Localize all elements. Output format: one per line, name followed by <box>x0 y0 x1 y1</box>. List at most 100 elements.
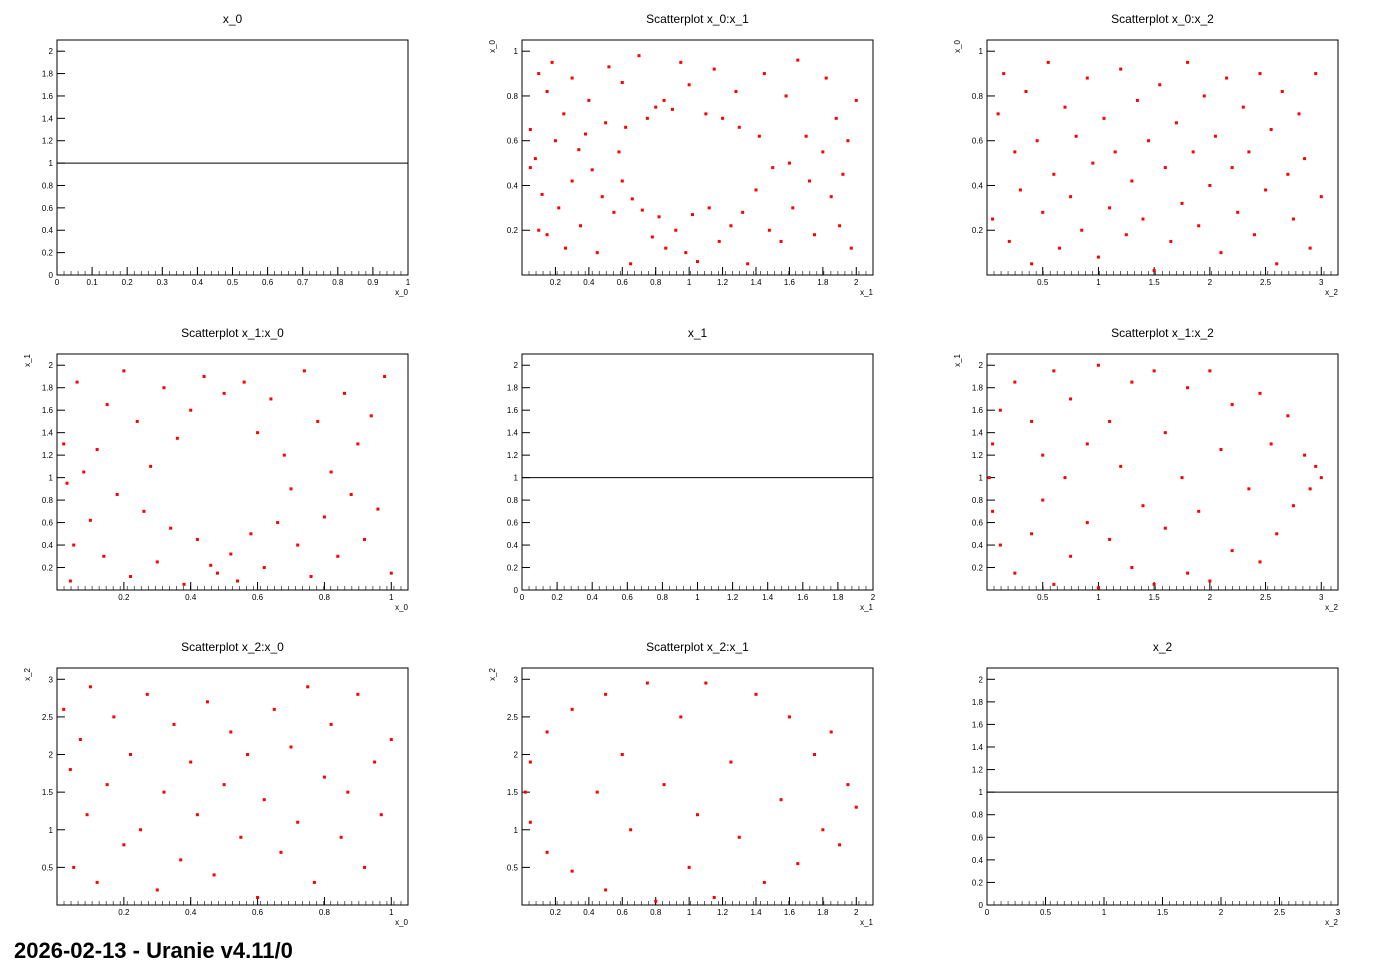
data-point <box>82 470 86 474</box>
x-tick-label: 0.3 <box>157 278 169 287</box>
data-point <box>1180 201 1184 205</box>
data-point <box>1130 380 1134 384</box>
data-point <box>991 509 995 513</box>
data-point <box>65 481 69 485</box>
y-tick-label: 1.4 <box>972 429 984 438</box>
x-tick-label: 2 <box>1219 908 1224 917</box>
data-point <box>1085 76 1089 80</box>
x-tick-label: 1.5 <box>1149 278 1161 287</box>
x-axis-label: x_1 <box>860 603 873 612</box>
data-point <box>662 98 666 102</box>
data-point <box>383 374 387 378</box>
data-point <box>846 139 850 143</box>
data-point <box>1007 239 1011 243</box>
x-axis-label: x_1 <box>860 918 873 927</box>
data-point <box>1069 397 1073 401</box>
data-point <box>1041 453 1045 457</box>
y-tick-label: 1 <box>514 474 519 483</box>
chart-title: Scatterplot x_1:x_2 <box>1111 326 1214 340</box>
data-point <box>804 134 808 138</box>
data-point <box>229 730 233 734</box>
x-tick-label: 1 <box>1102 908 1107 917</box>
data-point <box>1108 206 1112 210</box>
data-point <box>88 518 92 522</box>
data-point <box>838 224 842 228</box>
x-tick-label: 0.6 <box>617 278 629 287</box>
data-point <box>1258 391 1262 395</box>
data-point <box>679 715 683 719</box>
x-tick-label: 1 <box>1096 593 1101 602</box>
x-tick-label: 1.8 <box>817 908 829 917</box>
chart-panel-3: Scatterplot x_0:x_2 0.2 0.4 0.6 0.8 1 0.5 1 1.5 2… <box>953 12 1339 297</box>
data-point <box>195 813 199 817</box>
x-tick-label: 1.5 <box>1157 908 1169 917</box>
data-point <box>1230 166 1234 170</box>
data-point <box>570 179 574 183</box>
x-axis-label: x_2 <box>1325 288 1338 297</box>
x-tick-label: 0.1 <box>87 278 99 287</box>
y-tick-label: 1 <box>49 159 54 168</box>
chart-panel-6: Scatterplot x_1:x_2 0.2 0.4 0.6 0.8 1 1.2 1.4 1.… <box>953 326 1339 612</box>
data-point <box>1141 504 1145 508</box>
data-point <box>1041 498 1045 502</box>
data-point <box>612 210 616 214</box>
data-point <box>1046 60 1050 64</box>
data-point <box>1085 521 1089 525</box>
data-point <box>1152 582 1156 586</box>
y-axis-label: x_0 <box>488 39 497 52</box>
data-point <box>624 125 628 129</box>
data-point <box>787 161 791 165</box>
y-tick-label: 0.8 <box>972 92 984 101</box>
data-point <box>1286 172 1290 176</box>
data-point <box>1308 246 1312 250</box>
data-point <box>95 448 99 452</box>
data-point <box>1280 89 1284 93</box>
y-tick-label: 0.6 <box>507 519 519 528</box>
x-tick-label: 0.2 <box>118 593 130 602</box>
y-tick-label: 1.8 <box>42 70 54 79</box>
x-tick-label: 1.5 <box>1149 593 1161 602</box>
y-tick-label: 1.6 <box>507 406 519 415</box>
data-point <box>1247 487 1251 491</box>
y-tick-label: 1.8 <box>507 384 519 393</box>
data-point <box>62 442 66 446</box>
x-tick-label: 0.4 <box>583 908 595 917</box>
data-point <box>523 790 527 794</box>
data-point <box>679 60 683 64</box>
y-tick-label: 1.2 <box>507 451 519 460</box>
data-point <box>838 843 842 847</box>
chart-panel-4: Scatterplot x_1:x_0 0.2 0.4 0.6 0.8 1 1.2 1.4 1.… <box>23 326 409 612</box>
data-point <box>1286 414 1290 418</box>
y-tick-label: 0.2 <box>507 564 519 573</box>
data-point <box>1241 105 1245 109</box>
y-tick-label: 2 <box>979 675 984 684</box>
data-point <box>1219 448 1223 452</box>
data-point <box>1191 150 1195 154</box>
x-tick-label: 0.8 <box>319 908 331 917</box>
data-point <box>1063 476 1067 480</box>
data-point <box>356 442 360 446</box>
data-point <box>674 228 678 232</box>
data-point <box>1130 179 1134 183</box>
data-point <box>829 195 833 199</box>
data-point <box>379 813 383 817</box>
x-tick-label: 1 <box>406 278 411 287</box>
data-point <box>1152 269 1156 273</box>
data-point <box>687 865 691 869</box>
plot-frame <box>986 353 1339 591</box>
data-point <box>162 386 166 390</box>
y-tick-label: 2.5 <box>507 713 519 722</box>
x-tick-label: 2 <box>1208 278 1213 287</box>
data-point <box>657 215 661 219</box>
y-tick-label: 1.4 <box>42 429 54 438</box>
y-tick-label: 1.6 <box>42 406 54 415</box>
data-point <box>336 554 340 558</box>
y-tick-label: 1 <box>979 47 984 56</box>
x-tick-label: 0.5 <box>227 278 239 287</box>
data-point <box>1108 537 1112 541</box>
data-point <box>762 880 766 884</box>
data-point <box>696 813 699 817</box>
chart-title: x_1 <box>688 326 708 340</box>
data-point <box>1119 67 1123 71</box>
